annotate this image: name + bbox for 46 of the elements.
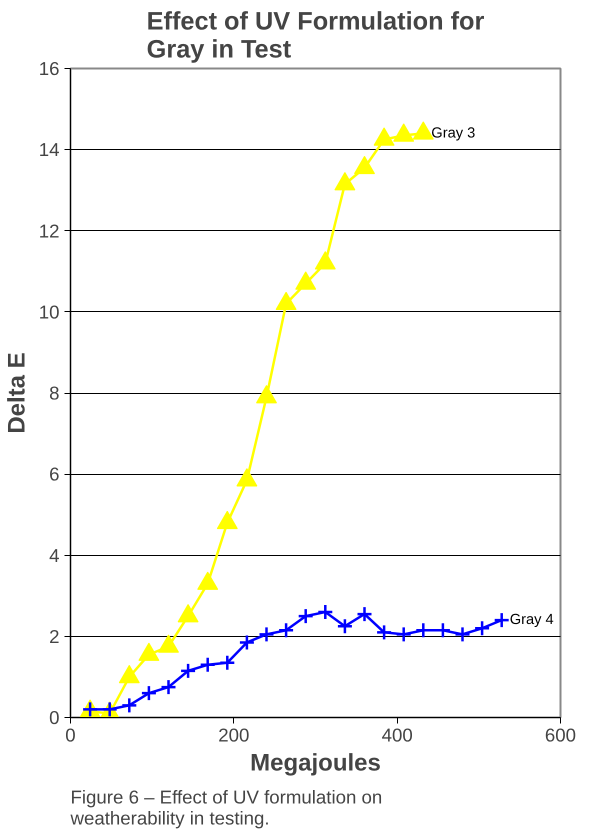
point — [160, 678, 177, 696]
point — [238, 634, 256, 651]
y-tick-label: 6 — [49, 464, 60, 485]
x-tick-label: 600 — [544, 724, 576, 746]
y-tick-label: 12 — [38, 220, 60, 242]
y-tick-label: 0 — [49, 707, 60, 728]
point — [474, 620, 490, 637]
point — [376, 624, 392, 641]
point — [278, 622, 294, 639]
series-label: Gray 3 — [431, 125, 476, 142]
point — [334, 172, 356, 190]
point — [297, 608, 314, 624]
point — [180, 662, 196, 680]
x-tick-label: 400 — [382, 724, 413, 746]
point — [140, 684, 158, 702]
point — [395, 626, 412, 643]
y-tick-label: 8 — [49, 382, 60, 404]
caption: Figure 6 – Effect of UV formulation on weatherability in testing. — [70, 786, 382, 828]
y-tick-label: 16 — [38, 58, 60, 79]
point — [317, 604, 334, 620]
y-tick-label: 14 — [38, 139, 60, 160]
point — [393, 123, 414, 142]
point — [354, 156, 375, 174]
point — [256, 385, 277, 404]
point — [276, 292, 297, 310]
point — [258, 626, 275, 643]
y-axis-title: Delta E — [4, 352, 31, 434]
point — [412, 121, 434, 140]
point — [121, 697, 138, 714]
point — [219, 654, 236, 671]
chart-title: Effect of UV Formulation for Gray in Test — [146, 8, 484, 64]
point — [336, 618, 354, 634]
point — [295, 271, 316, 290]
point — [356, 606, 373, 622]
point — [454, 626, 471, 643]
point — [374, 127, 395, 146]
series-label: Gray 4 — [510, 612, 554, 628]
x-tick-label: 200 — [218, 724, 250, 746]
x-tick-label: 0 — [65, 724, 76, 746]
y-tick-label: 4 — [49, 544, 60, 566]
point — [493, 612, 510, 628]
point — [314, 251, 336, 270]
y-tick-label: 10 — [38, 301, 60, 322]
point — [199, 656, 216, 674]
y-tick-label: 2 — [49, 626, 60, 647]
x-axis-title: Megajoules — [250, 750, 381, 776]
